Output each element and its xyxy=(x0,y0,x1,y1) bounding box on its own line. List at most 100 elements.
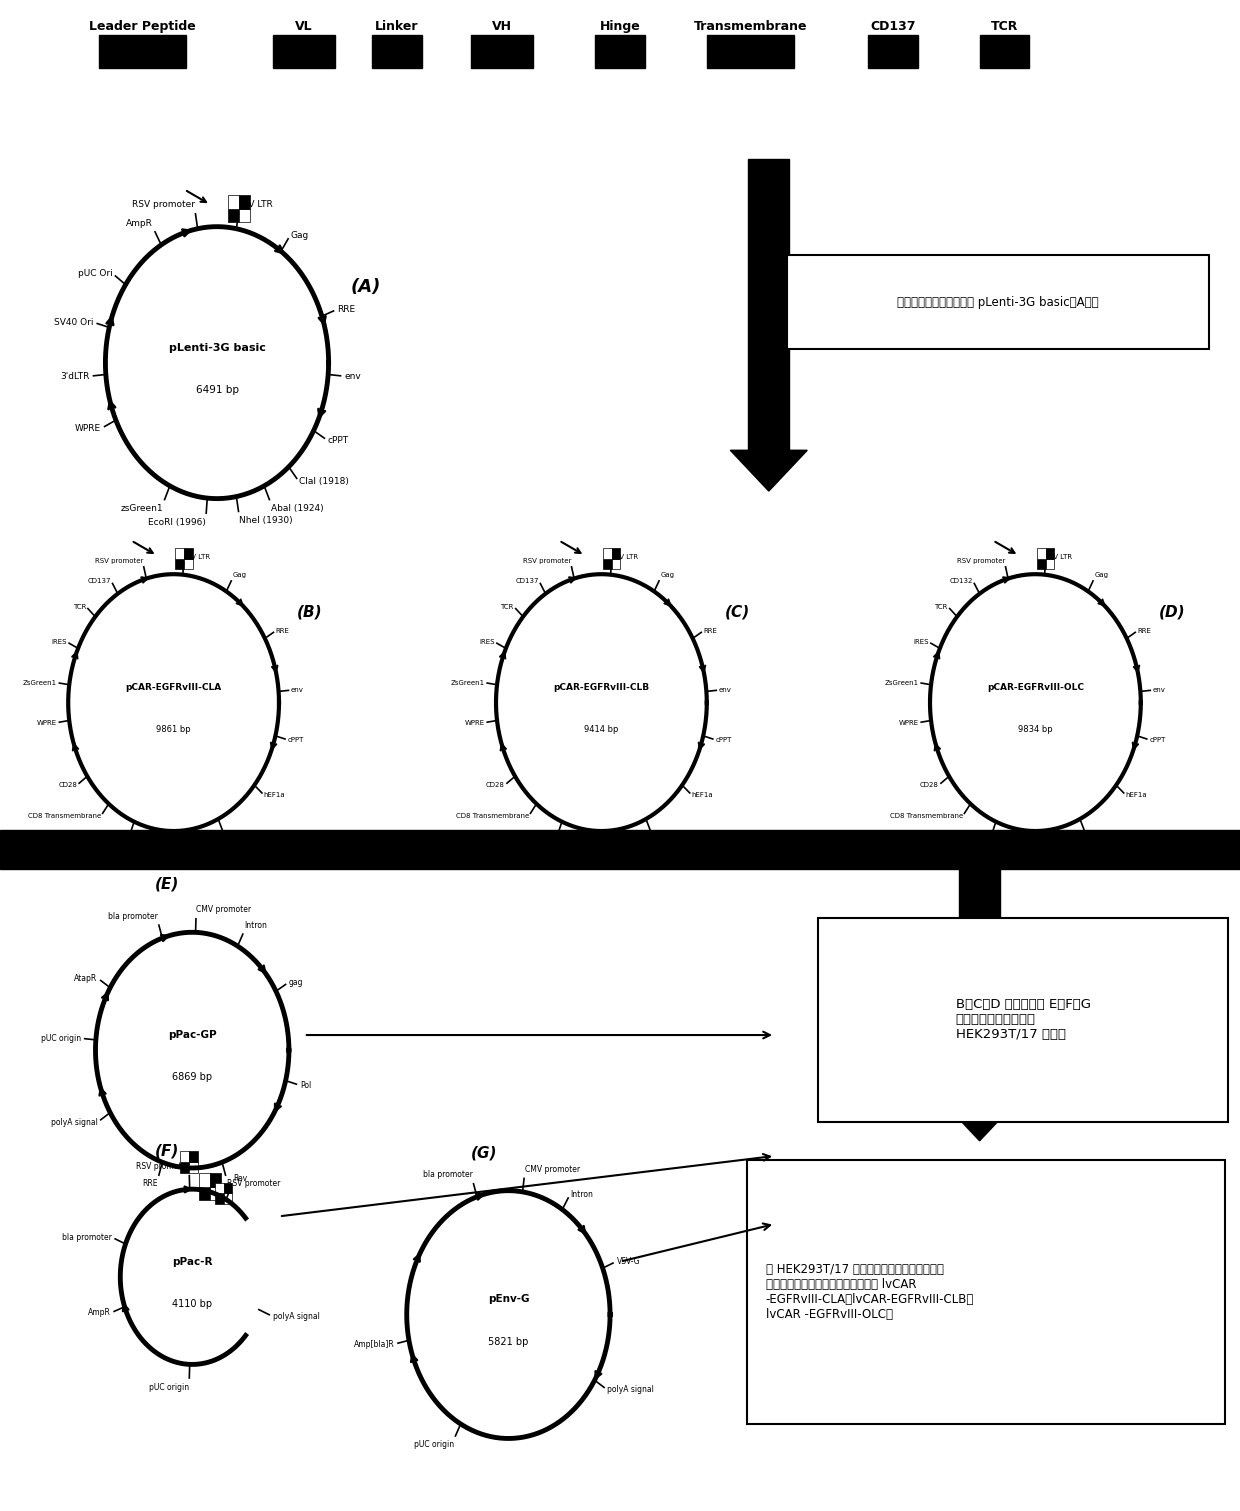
Text: env: env xyxy=(345,372,361,381)
Text: WPRE: WPRE xyxy=(899,719,919,725)
Bar xyxy=(175,559,184,570)
Bar xyxy=(198,1173,210,1186)
Text: CD137: CD137 xyxy=(870,20,915,33)
Text: polyA signal: polyA signal xyxy=(608,1386,655,1395)
Text: RSV promoter: RSV promoter xyxy=(94,558,143,564)
Text: 4110 bp: 4110 bp xyxy=(172,1299,212,1309)
Text: Gag: Gag xyxy=(233,573,247,579)
Text: env: env xyxy=(719,688,732,694)
Text: 9414 bp: 9414 bp xyxy=(584,725,619,734)
Polygon shape xyxy=(941,1100,1018,1141)
Text: 3'dLTR: 3'dLTR xyxy=(61,372,89,381)
Text: pUC origin: pUC origin xyxy=(414,1440,454,1449)
Text: bla promoter: bla promoter xyxy=(62,1233,112,1242)
Bar xyxy=(228,209,239,222)
Text: CD8 Hinge: CD8 Hinge xyxy=(92,836,129,842)
Bar xyxy=(198,1186,210,1200)
Text: (E): (E) xyxy=(155,876,180,891)
Text: CMV promoter: CMV promoter xyxy=(196,905,252,914)
Text: RSV promoter: RSV promoter xyxy=(522,558,570,564)
Text: RRE: RRE xyxy=(275,629,289,633)
Text: bla promoter: bla promoter xyxy=(108,911,157,920)
Text: SV40 Ori: SV40 Ori xyxy=(55,317,94,326)
Text: NheI (1930): NheI (1930) xyxy=(239,515,293,524)
Text: VL: VL xyxy=(295,20,312,33)
Text: polyA signal: polyA signal xyxy=(51,1118,98,1127)
Text: bla promoter: bla promoter xyxy=(423,1171,472,1180)
Text: WPRE: WPRE xyxy=(465,719,485,725)
Text: CD28: CD28 xyxy=(486,783,505,787)
FancyBboxPatch shape xyxy=(746,1160,1225,1423)
Text: AmpR: AmpR xyxy=(126,219,154,228)
Text: env: env xyxy=(291,688,304,694)
Text: CMV promoter: CMV promoter xyxy=(525,1165,580,1174)
Bar xyxy=(239,209,250,222)
Text: TCR: TCR xyxy=(935,603,947,609)
Text: VL-CLA-VH: VL-CLA-VH xyxy=(138,846,174,852)
Text: 6491 bp: 6491 bp xyxy=(196,385,238,394)
Bar xyxy=(960,854,1001,1100)
Text: TCR: TCR xyxy=(501,603,513,609)
Bar xyxy=(0,830,1240,869)
Text: CD8 leader: CD8 leader xyxy=(651,833,689,839)
Bar xyxy=(372,35,422,68)
Text: Linker: Linker xyxy=(374,20,419,33)
Text: RRE: RRE xyxy=(1137,629,1151,633)
Text: pLenti-3G basic: pLenti-3G basic xyxy=(169,343,265,352)
Bar xyxy=(184,548,192,559)
Bar xyxy=(228,195,239,209)
Text: pCAR-EGFRvIII-OLC: pCAR-EGFRvIII-OLC xyxy=(987,683,1084,692)
Bar xyxy=(980,35,1029,68)
Text: Transmembrane: Transmembrane xyxy=(693,20,807,33)
Text: VH: VH xyxy=(492,20,512,33)
Bar xyxy=(215,1183,223,1194)
Text: RRE: RRE xyxy=(703,629,717,633)
Text: ClaI (1918): ClaI (1918) xyxy=(299,477,348,487)
Text: Gag: Gag xyxy=(660,573,675,579)
Text: HIV LTR: HIV LTR xyxy=(239,201,273,210)
Bar xyxy=(223,1183,232,1194)
Text: cPPT: cPPT xyxy=(288,737,304,743)
Text: CD8 Hinge: CD8 Hinge xyxy=(520,836,557,842)
FancyBboxPatch shape xyxy=(787,255,1209,349)
Text: 在 HEK293T/17 内慢病毒结构和功能基因的大
量表达，最终组装成重组慢病毒载体 lvCAR
-EGFRvIII-CLA，lvCAR-EGFRvIII-C: 在 HEK293T/17 内慢病毒结构和功能基因的大 量表达，最终组装成重组慢病… xyxy=(766,1263,975,1321)
Text: CD28: CD28 xyxy=(920,783,939,787)
Text: cPPT: cPPT xyxy=(1149,737,1166,743)
Text: zsGreen1: zsGreen1 xyxy=(120,503,162,512)
Text: RSV promoter: RSV promoter xyxy=(227,1180,280,1189)
Bar xyxy=(180,1151,188,1162)
Text: CD137: CD137 xyxy=(88,577,112,583)
Bar xyxy=(603,559,611,570)
Text: (A): (A) xyxy=(351,278,381,296)
Text: CD8 Hinge: CD8 Hinge xyxy=(954,836,991,842)
Text: pUC Ori: pUC Ori xyxy=(78,269,113,278)
Bar xyxy=(215,1194,223,1204)
Text: env: env xyxy=(1153,688,1166,694)
Text: CD8 Transmembrane: CD8 Transmembrane xyxy=(27,813,102,819)
Text: RRE: RRE xyxy=(143,1180,157,1189)
Text: Intron: Intron xyxy=(244,922,268,931)
Bar xyxy=(273,35,335,68)
Text: RSV promoter: RSV promoter xyxy=(136,1162,190,1171)
Text: (C): (C) xyxy=(725,604,750,620)
Text: AtapR: AtapR xyxy=(74,973,98,982)
Text: AbaI (1924): AbaI (1924) xyxy=(272,503,324,512)
Text: ZsGreen1: ZsGreen1 xyxy=(884,680,919,686)
Text: RRE: RRE xyxy=(337,305,355,314)
Bar xyxy=(239,195,250,209)
Text: cPPT: cPPT xyxy=(327,437,348,444)
Text: Leader Peptide: Leader Peptide xyxy=(89,20,196,33)
Bar xyxy=(603,548,611,559)
Text: Intron: Intron xyxy=(570,1189,593,1198)
Text: (G): (G) xyxy=(470,1145,497,1160)
Bar xyxy=(611,559,620,570)
Bar xyxy=(180,1162,188,1173)
Text: CD8 leader: CD8 leader xyxy=(1085,833,1123,839)
Text: hEF1a: hEF1a xyxy=(1126,792,1147,798)
Bar xyxy=(210,1186,221,1200)
Text: hEF1a: hEF1a xyxy=(692,792,713,798)
Text: gag: gag xyxy=(289,978,304,987)
Text: CD8 leader: CD8 leader xyxy=(223,833,262,839)
Bar xyxy=(188,1162,197,1173)
Text: IRES: IRES xyxy=(479,639,495,645)
